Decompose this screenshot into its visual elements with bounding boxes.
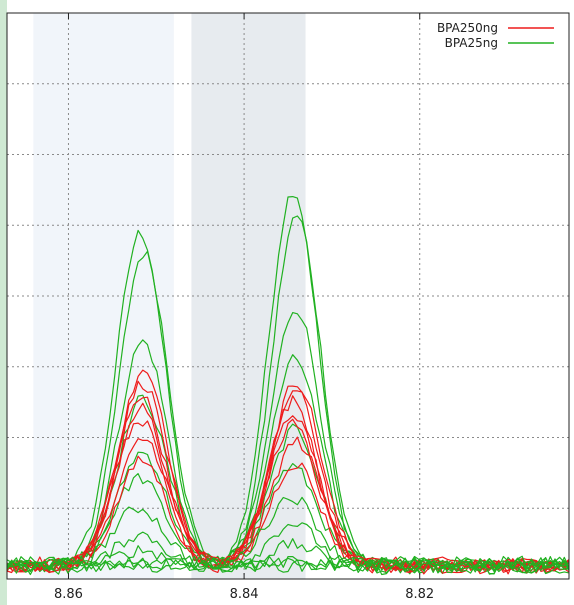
legend-label: BPA25ng <box>445 36 498 50</box>
x-tick-label: 8.82 <box>405 587 434 602</box>
series-2-trace-7 <box>6 496 570 571</box>
series-2-trace-12 <box>6 555 570 570</box>
series-2-trace-9 <box>6 538 570 575</box>
grid <box>7 13 569 579</box>
series-2-trace-1 <box>6 196 570 574</box>
legend-label: BPA250ng <box>437 21 498 35</box>
series-1-trace-6 <box>6 436 570 570</box>
x-axis-ticks: 8.86 8.84 8.82 <box>54 13 434 602</box>
plot-frame <box>6 12 570 580</box>
series-layer <box>6 196 570 576</box>
x-tick-label: 8.86 <box>54 587 83 602</box>
series-1-trace-3 <box>6 395 570 572</box>
left-green-strip <box>0 0 7 605</box>
x-tick-label: 8.84 <box>230 587 259 602</box>
